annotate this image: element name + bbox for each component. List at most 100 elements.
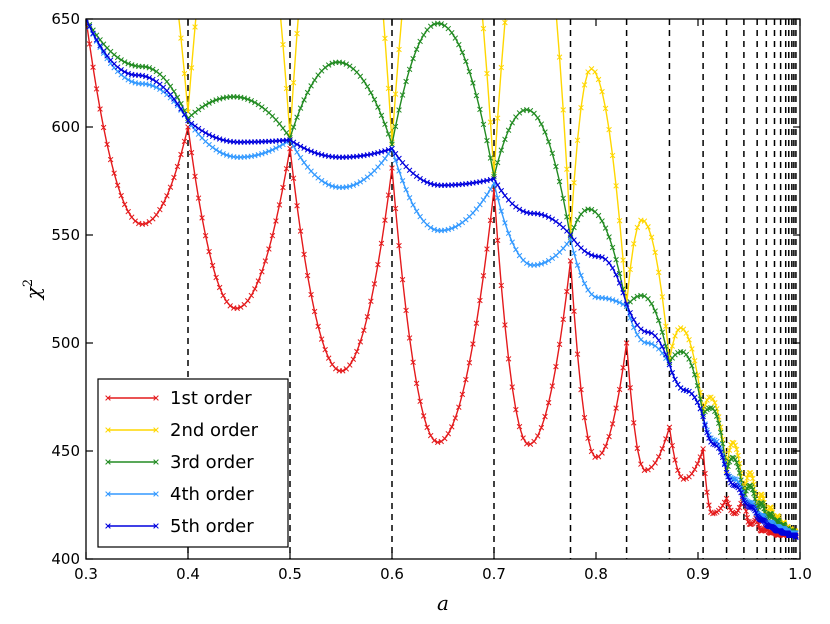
data-point: [262, 149, 269, 156]
data-point: [484, 70, 490, 77]
data-point: [725, 500, 731, 507]
data-point: [556, 341, 563, 348]
data-point: [297, 143, 304, 150]
data-point: [399, 92, 406, 98]
data-point: [645, 296, 651, 302]
data-point: [494, 195, 501, 201]
data-point: [304, 89, 311, 96]
data-point: [449, 424, 455, 430]
data-point: [599, 254, 605, 260]
data-point: [449, 29, 455, 36]
data-point: [153, 68, 160, 75]
data-point: [287, 145, 293, 152]
data-point: [706, 502, 712, 508]
data-point: [634, 331, 641, 338]
data-point: [560, 195, 566, 202]
data-point: [542, 212, 548, 219]
data-point: [599, 218, 605, 224]
data-point: [389, 165, 395, 171]
data-point: [712, 400, 718, 406]
data-point: [132, 218, 138, 224]
data-point: [538, 424, 545, 431]
data-point: [735, 452, 741, 459]
data-point: [689, 346, 695, 352]
data-point: [616, 299, 623, 306]
data-point: [125, 60, 131, 67]
data-point: [311, 308, 318, 315]
data-point: [736, 504, 743, 511]
data-point: [672, 376, 678, 383]
data-point: [669, 369, 675, 376]
data-point: [375, 104, 381, 110]
legend-marker: [153, 427, 159, 433]
data-point: [648, 341, 655, 347]
data-point: [371, 281, 378, 287]
data-point: [659, 343, 666, 350]
data-point: [723, 469, 730, 476]
data-point: [595, 76, 602, 83]
data-point: [357, 179, 364, 185]
data-point: [549, 216, 556, 222]
data-point: [666, 361, 673, 368]
data-point: [431, 437, 437, 444]
data-point: [354, 348, 360, 355]
data-point: [630, 295, 637, 302]
x-tick-label: 0.5: [278, 565, 302, 583]
data-point: [294, 149, 300, 155]
data-point: [616, 270, 623, 277]
data-point: [301, 159, 307, 166]
x-tick-label: 0.6: [380, 565, 404, 583]
data-point: [630, 324, 637, 331]
legend-item-4: 4th order: [105, 484, 254, 505]
data-point: [371, 96, 378, 103]
data-point: [420, 413, 427, 419]
data-point: [648, 330, 655, 336]
data-point: [368, 298, 374, 305]
data-point: [534, 433, 541, 439]
data-point: [556, 54, 563, 60]
data-point: [202, 232, 209, 239]
data-point: [294, 202, 300, 209]
data-point: [487, 217, 494, 224]
data-point: [209, 262, 216, 269]
data-point: [104, 141, 110, 148]
data-point: [655, 454, 662, 460]
data-point: [164, 193, 170, 199]
data-point: [505, 127, 512, 133]
data-point: [686, 336, 692, 343]
data-point: [311, 77, 318, 83]
data-point: [524, 260, 530, 267]
data-point: [578, 272, 584, 279]
data-point: [567, 232, 574, 238]
data-point: [538, 121, 545, 127]
data-point: [732, 442, 738, 449]
data-point: [392, 205, 399, 212]
data-point: [121, 201, 128, 208]
data-point: [634, 445, 641, 452]
data-point: [738, 477, 744, 483]
data-point: [104, 53, 110, 59]
data-point: [689, 363, 695, 369]
data-point: [410, 359, 416, 366]
data-point: [620, 364, 626, 371]
data-point: [726, 504, 733, 511]
data-point: [542, 413, 548, 420]
data-point: [290, 124, 297, 130]
data-point: [157, 86, 163, 93]
data-point: [90, 30, 96, 37]
data-point: [659, 329, 666, 335]
data-point: [216, 284, 223, 291]
data-point: [648, 464, 655, 471]
data-point: [738, 489, 744, 496]
data-point: [167, 91, 174, 98]
data-point: [641, 293, 648, 299]
data-point: [262, 258, 269, 264]
data-point: [459, 219, 466, 226]
data-point: [616, 386, 623, 393]
data-point: [107, 156, 114, 163]
data-point: [375, 261, 381, 268]
data-point: [259, 151, 265, 157]
data-point: [417, 175, 423, 182]
data-point: [729, 454, 736, 461]
